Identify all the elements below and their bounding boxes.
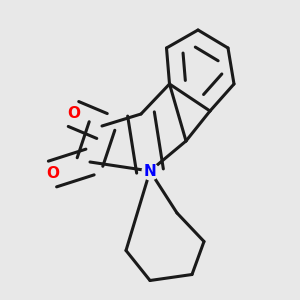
Text: O: O [67, 106, 80, 122]
Text: O: O [46, 167, 59, 182]
Text: N: N [144, 164, 156, 178]
